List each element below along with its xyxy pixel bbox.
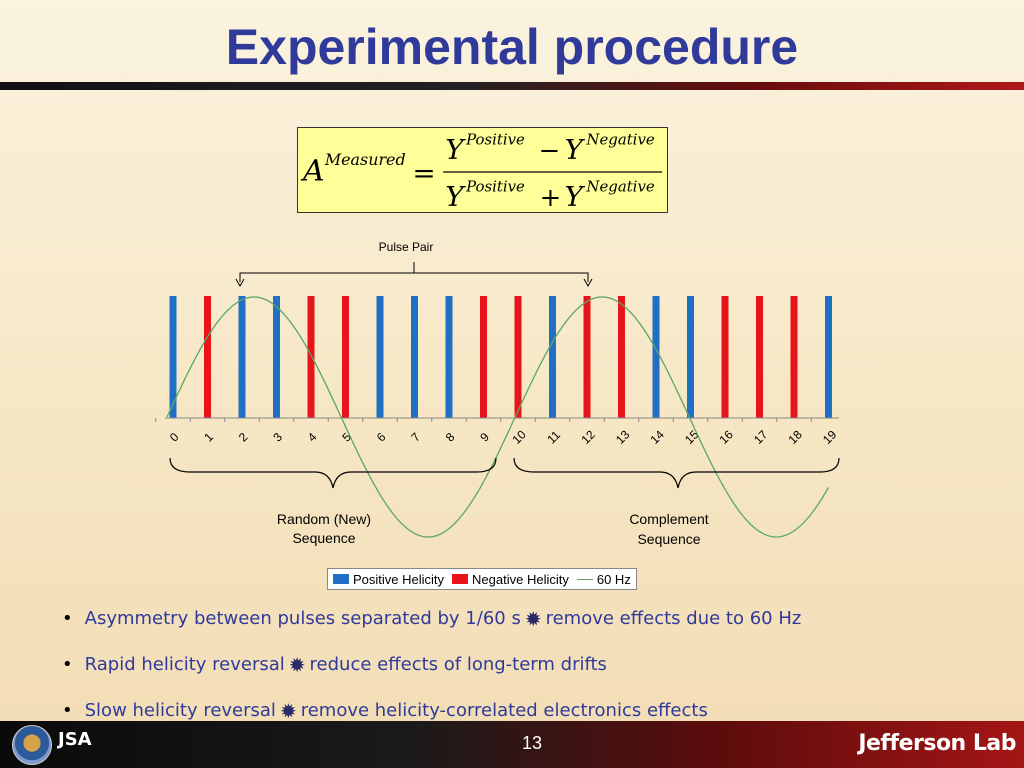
legend-negative-swatch [452, 574, 469, 584]
formula-num-sup2: Negative [585, 132, 655, 149]
x-tick-label-0: 0 [167, 430, 182, 445]
formula-den-y2: Y [565, 180, 586, 212]
complement-sequence-label-line2: Sequence [637, 531, 700, 547]
x-tick-label-13: 13 [613, 427, 633, 447]
positive-helicity-bar-19 [825, 296, 832, 418]
negative-helicity-bar-18 [790, 296, 798, 418]
formula-lhs-symbol: A [300, 154, 325, 188]
x-tick-label-3: 3 [270, 430, 285, 445]
bullet-marker: • [62, 608, 73, 629]
positive-helicity-bar-11 [549, 296, 556, 418]
helicity-chart: 0 1 2 3 4 5 6 7 8 9 10 11 12 13 14 15 16 17 18 19 Pulse Pai… [155, 240, 840, 547]
formula-lhs-superscript: Measured [324, 150, 406, 169]
bullet-text-after: remove helicity-correlated electronics e… [300, 700, 708, 721]
bullet-marker: • [62, 654, 73, 675]
helicity-bars [169, 296, 832, 418]
formula-num-sup1: Positive [465, 132, 525, 149]
legend-positive: Positive Helicity [333, 572, 444, 587]
legend-60hz: 60 Hz [576, 571, 631, 587]
positive-helicity-bar-7 [411, 296, 418, 418]
x-tick-label-7: 7 [408, 430, 423, 445]
legend-positive-label: Positive Helicity [353, 571, 445, 587]
x-tick-label-14: 14 [647, 427, 667, 447]
bullet-marker: • [62, 700, 73, 721]
formula-den-sup2: Negative [585, 179, 655, 196]
pulse-pair-arrows [235, 278, 593, 288]
positive-helicity-bar-2 [238, 296, 246, 418]
negative-helicity-bar-12 [583, 296, 591, 418]
x-tick-label-2: 2 [236, 430, 251, 445]
bullet-text-after: remove effects due to 60 Hz [545, 608, 802, 629]
formula-num-y1: Y [445, 133, 466, 166]
bullet-item: • Rapid helicity reversal ✹ reduce effec… [62, 642, 801, 688]
random-sequence-label-line1: Random (New) [277, 511, 371, 527]
negative-helicity-bar-13 [618, 296, 625, 418]
title-divider [0, 82, 1024, 90]
slide-title: Experimental procedure [225, 19, 799, 75]
pulse-pair-bracket [239, 262, 589, 282]
legend-60hz-label: 60 Hz [596, 571, 631, 587]
bullet-text-after: reduce effects of long-term drifts [309, 654, 607, 675]
negative-helicity-bar-9 [480, 296, 487, 418]
formula-den-sup1: Positive [465, 179, 525, 196]
complement-sequence-brace [513, 457, 840, 489]
bullet-text-before: Slow helicity reversal [84, 700, 276, 721]
positive-helicity-bar-6 [376, 296, 384, 418]
jsa-logo-icon: JSA [58, 729, 92, 750]
bullet-list: • Asymmetry between pulses separated by … [62, 596, 801, 734]
random-sequence-brace [169, 457, 497, 489]
bullet-text-before: Asymmetry between pulses separated by 1/… [84, 608, 521, 629]
formula-num-operator: − [539, 136, 561, 166]
positive-helicity-bar-15 [687, 296, 694, 418]
positive-helicity-bar-14 [652, 296, 660, 418]
bullet-item: • Asymmetry between pulses separated by … [62, 596, 801, 642]
positive-helicity-bar-0 [169, 296, 177, 418]
x-tick-label-10: 10 [509, 427, 529, 447]
formula-den-operator: + [540, 183, 562, 212]
burst-icon: ✹ [524, 607, 542, 631]
jefferson-lab-logo-icon: Jefferson Lab [858, 731, 1016, 756]
formula-num-y2: Y [565, 133, 586, 166]
x-tick-label-1: 1 [201, 430, 216, 445]
complement-sequence-label-line1: Complement [629, 511, 708, 527]
negative-helicity-bar-5 [342, 296, 349, 418]
legend-negative-label: Negative Helicity [472, 571, 569, 587]
negative-helicity-bar-10 [514, 296, 522, 418]
x-tick-label-4: 4 [305, 430, 320, 445]
negative-helicity-bar-17 [756, 296, 763, 418]
negative-helicity-bar-16 [721, 296, 729, 418]
page-number: 13 [521, 733, 543, 753]
random-sequence-label-line2: Sequence [292, 530, 355, 546]
burst-icon: ✹ [279, 699, 297, 723]
x-tick-label-9: 9 [477, 430, 492, 445]
x-axis-ticks [155, 418, 812, 422]
x-tick-label-18: 18 [785, 427, 805, 447]
x-tick-label-16: 16 [716, 427, 736, 447]
positive-helicity-bar-3 [273, 296, 280, 418]
pulse-pair-label: Pulse Pair [379, 240, 434, 254]
asymmetry-formula: A Measured = Y Positive − Y Negative Y P… [297, 127, 668, 213]
x-tick-label-5: 5 [339, 430, 354, 445]
x-tick-label-12: 12 [578, 427, 598, 447]
doe-seal-icon [12, 725, 52, 765]
legend-negative: Negative Helicity [452, 572, 569, 587]
x-tick-label-8: 8 [443, 430, 458, 445]
legend-60hz-swatch [576, 578, 593, 580]
x-tick-label-11: 11 [544, 428, 563, 447]
burst-icon: ✹ [288, 653, 306, 677]
bullet-text-before: Rapid helicity reversal [84, 654, 285, 675]
formula-equals: = [412, 157, 435, 190]
positive-helicity-bar-8 [445, 296, 453, 418]
negative-helicity-bar-1 [204, 296, 211, 418]
legend-positive-swatch [333, 574, 349, 584]
x-tick-label-17: 17 [751, 427, 771, 447]
slide-footer: JSA 13 Jefferson Lab [0, 721, 1024, 768]
x-tick-label-6: 6 [374, 430, 389, 445]
x-tick-label-19: 19 [820, 427, 840, 447]
chart-legend: Positive Helicity Negative Helicity 60 H… [327, 568, 637, 590]
negative-helicity-bar-4 [307, 296, 315, 418]
bullet-item: • Slow helicity reversal ✹ remove helici… [62, 688, 801, 734]
sine-60hz-line [166, 296, 830, 538]
formula-den-y1: Y [445, 180, 466, 212]
